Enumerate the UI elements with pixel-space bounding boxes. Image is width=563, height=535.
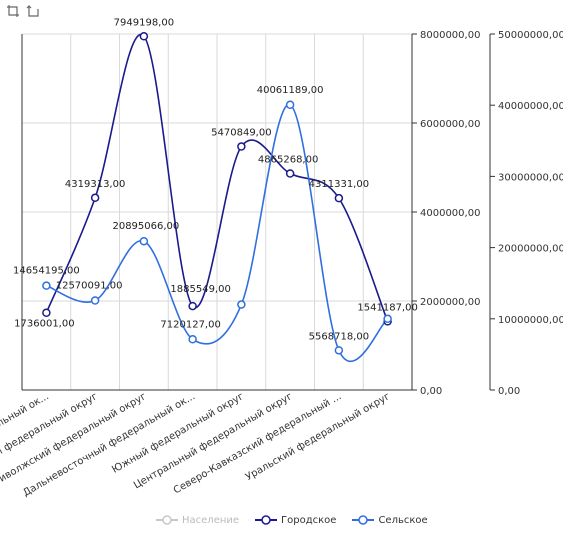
data-label-rural: 40061189,00 <box>257 85 324 96</box>
y-left-tick-label: 4000000,00 <box>420 208 480 219</box>
data-label-urban: 5470849,00 <box>211 128 271 139</box>
y-right-tick-label: 20000000,00 <box>498 244 563 255</box>
series-line-rural <box>46 103 389 362</box>
data-point-urban <box>237 142 246 151</box>
data-label-rural: 5568718,00 <box>309 331 369 342</box>
y-right-tick-label: 10000000,00 <box>498 315 563 326</box>
data-point-rural <box>237 300 246 309</box>
data-label-urban: 1541187,00 <box>357 302 417 313</box>
legend-label-rural: Сельское <box>378 514 428 526</box>
legend-item-rural[interactable]: Сельское <box>352 514 428 526</box>
zoom-reset-icon[interactable] <box>26 4 40 18</box>
data-point-rural <box>285 100 295 110</box>
y-left-tick-label: 2000000,00 <box>420 297 480 308</box>
data-point-rural <box>139 236 149 246</box>
data-label-urban: 1736001,00 <box>14 319 74 330</box>
y-left-tick-label: 8000000,00 <box>420 30 480 41</box>
data-point-rural <box>90 296 100 305</box>
data-point-rural <box>334 346 344 355</box>
y-right-tick-label: 50000000,00 <box>498 30 563 41</box>
y-left-tick-label: 6000000,00 <box>420 119 480 130</box>
data-point-rural <box>42 281 51 290</box>
legend-swatch-population <box>156 515 178 525</box>
legend-swatch-urban <box>255 515 278 525</box>
data-point-urban <box>188 301 197 311</box>
data-label-urban: 7949198,00 <box>114 17 174 28</box>
data-label-rural: 20895066,00 <box>112 221 179 232</box>
legend-item-population[interactable]: Население <box>156 514 239 526</box>
data-point-urban <box>139 32 149 41</box>
legend-item-urban[interactable]: Городское <box>255 514 336 526</box>
data-label-rural: 14654195,00 <box>13 266 80 277</box>
data-point-rural <box>383 314 392 324</box>
data-point-rural <box>188 335 197 344</box>
legend-label-population: Население <box>182 514 240 526</box>
data-label-urban: 4319313,00 <box>65 179 125 190</box>
y-right-tick-label: 30000000,00 <box>498 172 563 183</box>
data-label-rural: 12570091,00 <box>56 281 123 292</box>
data-point-urban <box>334 193 344 203</box>
data-label-urban: 4865268,00 <box>258 154 318 165</box>
legend-label-urban: Городское <box>281 514 337 526</box>
chart-toolbar <box>6 4 40 18</box>
data-point-urban <box>42 308 51 317</box>
data-point-urban <box>285 169 295 178</box>
crop-zoom-icon[interactable] <box>6 4 20 18</box>
chart-legend: Население Городское Сельское <box>156 514 428 526</box>
legend-swatch-rural <box>352 515 375 525</box>
y-right-tick-label: 40000000,00 <box>498 101 563 112</box>
data-label-rural: 7120127,00 <box>160 319 220 330</box>
line-chart: 0,00 2000000,00 4000000,00 6000000,00 800000… <box>0 17 563 499</box>
data-label-urban: 1885549,00 <box>170 284 230 295</box>
data-label-urban: 4311331,00 <box>309 179 369 190</box>
data-point-urban <box>90 193 100 203</box>
y-right-tick-label: 0,00 <box>498 386 520 397</box>
y-left-tick-label: 0,00 <box>420 386 442 397</box>
